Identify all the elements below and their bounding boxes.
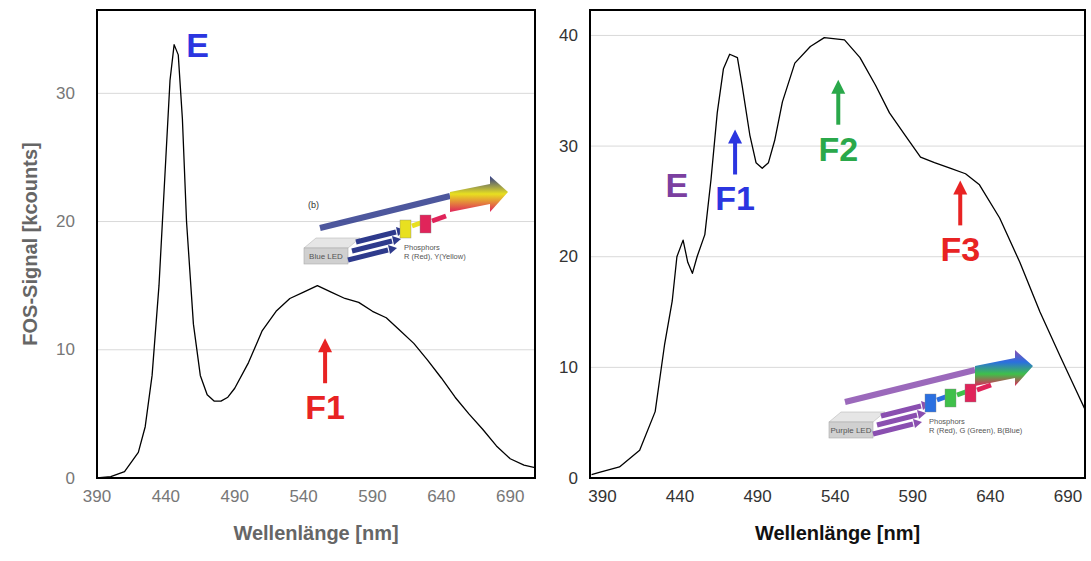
data-group	[592, 38, 1085, 475]
phosphor-block	[965, 384, 976, 402]
led-top	[304, 238, 360, 248]
excitation-arrowhead	[913, 419, 922, 428]
y-tick-label: 10	[559, 358, 578, 377]
led-beam	[845, 370, 975, 402]
inset-phosphor-list: R (Red), Y(Yellow)	[404, 252, 466, 261]
x-tick-label: 390	[588, 487, 616, 506]
grid-line	[590, 35, 1085, 36]
led-front	[304, 248, 348, 264]
inset-led-label: Purple LED	[831, 426, 872, 435]
emission-arrow	[432, 216, 446, 221]
inset-led-label: Blue LED	[309, 252, 343, 261]
annotation-arrowhead	[953, 180, 967, 194]
excitation-arrow	[881, 406, 921, 416]
x-tick-label: 640	[976, 487, 1004, 506]
output-arrow	[450, 176, 508, 212]
y-tick-label: 10	[56, 340, 75, 359]
x-tick-label: 490	[221, 487, 249, 506]
phosphor-block	[400, 220, 411, 238]
annotation-arrow	[836, 92, 840, 125]
spectrum-line	[97, 45, 535, 478]
annotation-label: F1	[305, 388, 345, 426]
x-tick-label: 640	[427, 487, 455, 506]
annotation-label: F1	[715, 179, 755, 217]
x-tick-label: 490	[743, 487, 771, 506]
y-tick-label: 20	[559, 247, 578, 266]
x-tick-label: 690	[1054, 487, 1082, 506]
x-tick-label: 690	[496, 487, 524, 506]
led-beam	[320, 196, 450, 228]
led-front	[829, 422, 873, 438]
x-tick-label: 540	[821, 487, 849, 506]
x-axis-title: Wellenlänge [nm]	[755, 522, 920, 544]
chart-canvas: 0 10 20 30 390 440 490 540 590 640 690 Wellenlänge …	[0, 0, 1091, 561]
spectrum-line	[592, 38, 1085, 475]
inset-diagram: Purple LED PhosphorsR (Red), G (Green), B…	[829, 350, 1033, 438]
x-tick-label: 540	[289, 487, 317, 506]
data-group	[97, 45, 535, 478]
plot-frame	[590, 10, 1085, 478]
x-tick-label: 590	[899, 487, 927, 506]
annotation-arrow	[733, 141, 737, 174]
emission-arrow	[977, 385, 991, 390]
excitation-arrowhead	[392, 236, 401, 245]
y-axis-title: FOS-Signal [kcounts]	[19, 142, 41, 345]
x-tick-label: 440	[152, 487, 180, 506]
annotation-label: E	[666, 166, 689, 204]
y-tick-label: 0	[569, 469, 578, 488]
y-tick-label: 30	[559, 137, 578, 156]
excitation-arrowhead	[917, 410, 926, 419]
x-axis-title: Wellenlänge [nm]	[233, 522, 398, 544]
phosphor-block	[925, 394, 936, 412]
annotation-arrowhead	[831, 80, 845, 94]
inset-phosphors: Phosphors	[929, 417, 965, 426]
excitation-arrow	[356, 232, 396, 242]
annotation-arrow	[958, 192, 962, 225]
grid-line	[590, 256, 1085, 257]
annotation-label: E	[186, 26, 209, 64]
plot-frame	[97, 10, 535, 478]
y-tick-label: 0	[66, 469, 75, 488]
panel-0: 0 10 20 30 390 440 490 540 590 640 690 Wellenlänge …	[19, 10, 535, 544]
annotation-label: F2	[818, 130, 858, 168]
y-tick-label: 30	[56, 84, 75, 103]
excitation-arrowhead	[388, 245, 397, 254]
panel-1: 0 10 20 30 40 390 440 490 540 590 640 690 Wellenläng…	[559, 10, 1085, 544]
grid-line	[97, 349, 535, 350]
inset-label: (b)	[308, 200, 319, 210]
annotation-arrowhead	[728, 129, 742, 143]
y-tick-label: 20	[56, 212, 75, 231]
annotation-arrowhead	[318, 338, 332, 352]
x-tick-label: 390	[83, 487, 111, 506]
inset-phosphors: Phosphors	[404, 243, 440, 252]
y-tick-label: 40	[559, 26, 578, 45]
inset-phosphor-list: R (Red), G (Green), B(Blue)	[929, 426, 1023, 435]
x-tick-label: 590	[358, 487, 386, 506]
annotation-arrow	[323, 350, 327, 383]
grid-line	[97, 93, 535, 94]
annotation-label: F3	[940, 230, 980, 268]
phosphor-block	[945, 389, 956, 407]
inset-diagram: (b) Blue LED PhosphorsR (Red), Y(Yellow)	[304, 176, 508, 264]
phosphor-block	[420, 215, 431, 233]
led-top	[829, 412, 885, 422]
output-arrow	[975, 350, 1033, 386]
x-tick-label: 440	[666, 487, 694, 506]
